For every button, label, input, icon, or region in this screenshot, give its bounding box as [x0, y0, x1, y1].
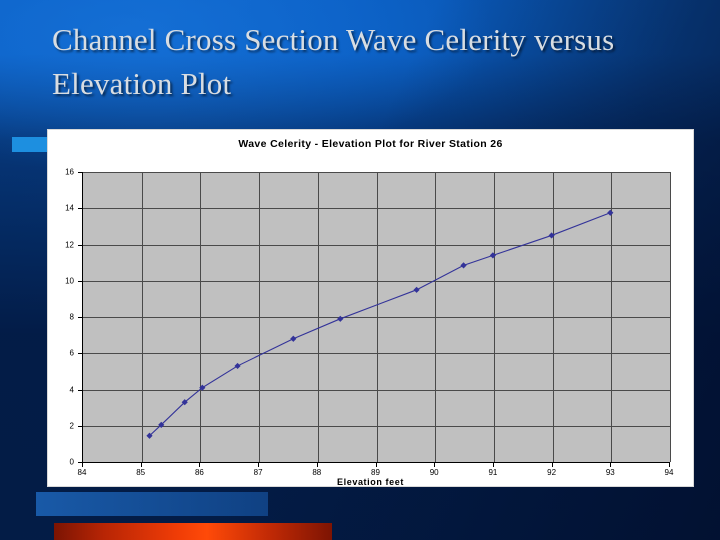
y-gridline	[83, 280, 670, 282]
data-point-marker	[337, 315, 344, 322]
y-tick-label: 6	[69, 348, 74, 358]
chart-card: Wave Celerity - Elevation Plot for River…	[48, 130, 693, 488]
series-polyline	[149, 212, 611, 437]
footer: March 2009 WinTR-20 Course 16	[0, 492, 720, 518]
data-point-marker	[199, 384, 206, 391]
x-tick-mark	[140, 463, 142, 467]
x-tick-mark	[669, 463, 670, 467]
x-gridline	[670, 172, 671, 462]
y-gridline	[83, 172, 670, 173]
y-tick-label: 14	[65, 203, 74, 213]
y-tick-label: 4	[69, 385, 74, 394]
x-tick-label: 87	[253, 468, 263, 477]
y-tick-label: 16	[65, 167, 74, 177]
x-tick-label: 91	[488, 468, 498, 477]
y-tick-label: 8	[69, 312, 74, 322]
y-tick-mark	[78, 280, 82, 282]
y-gridline	[83, 317, 670, 318]
y-tick-label: 2	[69, 421, 74, 431]
accent-bar	[12, 137, 50, 152]
series-line-wave-celerity	[146, 209, 614, 439]
data-point-marker	[181, 399, 188, 406]
x-tick-mark	[316, 463, 318, 467]
y-tick-mark	[78, 462, 82, 463]
y-tick-mark	[78, 172, 82, 173]
y-tick-mark	[78, 244, 82, 246]
plot-wrapper: Wave Celerity feet/second Elevation feet…	[48, 130, 693, 488]
x-tick-mark	[492, 463, 494, 467]
y-tick-mark	[78, 317, 82, 318]
x-tick-mark	[375, 463, 377, 467]
x-tick-mark	[199, 463, 201, 467]
decorative-red-bar	[54, 523, 332, 540]
x-tick-label: 90	[429, 468, 439, 477]
data-point-marker	[460, 262, 467, 269]
y-tick-mark	[78, 389, 82, 391]
data-point-marker	[158, 421, 165, 428]
y-tick-label: 10	[65, 276, 74, 286]
y-gridline	[83, 425, 670, 427]
footer-left-background	[36, 492, 268, 516]
x-tick-mark	[258, 463, 260, 467]
x-tick-mark	[82, 463, 83, 467]
x-tick-label: 84	[77, 468, 87, 477]
x-tick-mark	[610, 463, 612, 467]
data-point-marker	[413, 286, 420, 293]
x-tick-mark	[434, 463, 436, 467]
y-gridline	[83, 389, 670, 391]
x-tick-label: 86	[194, 468, 204, 477]
y-gridline	[83, 244, 670, 246]
x-tick-label: 88	[312, 468, 322, 477]
page-title: Channel Cross Section Wave Celerity vers…	[52, 22, 615, 102]
y-tick-label: 0	[69, 457, 74, 467]
x-tick-label: 94	[664, 468, 674, 477]
y-tick-label: 12	[65, 240, 74, 249]
y-gridline	[83, 208, 670, 210]
y-tick-mark	[78, 425, 82, 427]
data-point-marker	[489, 252, 496, 259]
x-tick-mark	[551, 463, 553, 467]
x-tick-label: 93	[605, 468, 615, 477]
data-point-marker	[548, 232, 555, 239]
x-tick-label: 92	[547, 468, 557, 477]
chart-title: Wave Celerity - Elevation Plot for River…	[238, 138, 503, 150]
plot-area	[82, 172, 671, 463]
x-axis-label: Elevation feet	[337, 477, 404, 487]
data-point-marker	[234, 362, 241, 370]
data-point-marker	[290, 335, 297, 342]
data-point-marker	[607, 209, 614, 216]
x-tick-label: 85	[136, 468, 146, 477]
x-tick-label: 89	[371, 468, 380, 477]
data-point-marker	[146, 432, 153, 439]
y-gridline	[83, 353, 670, 355]
y-tick-mark	[78, 353, 82, 355]
y-tick-mark	[78, 208, 82, 210]
